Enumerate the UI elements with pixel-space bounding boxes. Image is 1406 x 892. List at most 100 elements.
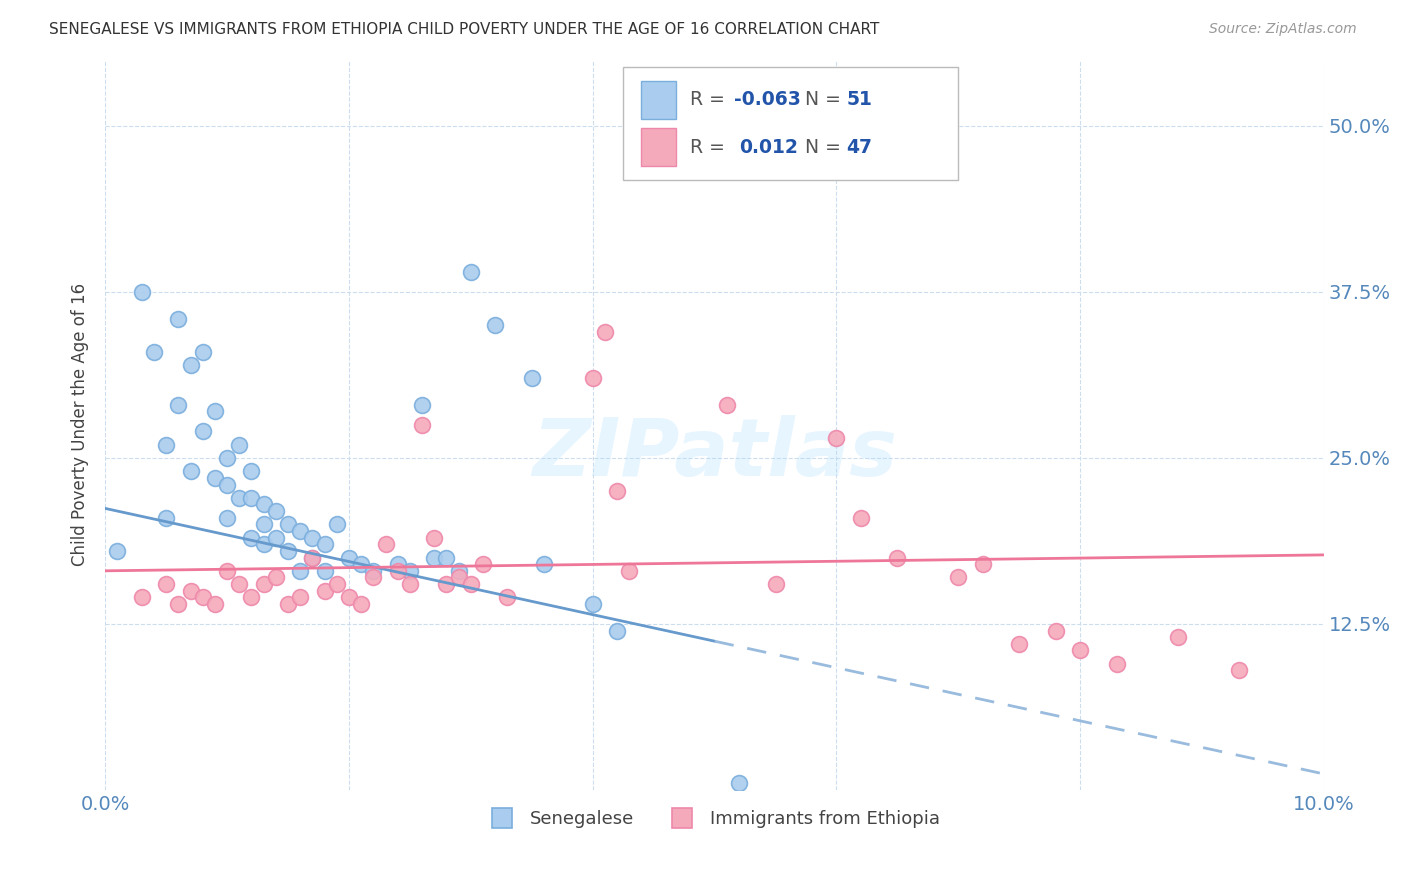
Point	[350, 597, 373, 611]
Point	[167, 398, 190, 412]
Point	[240, 464, 263, 478]
Text: Source: ZipAtlas.com: Source: ZipAtlas.com	[1209, 22, 1357, 37]
Point	[337, 550, 360, 565]
Point	[411, 398, 433, 412]
Point	[131, 285, 153, 299]
Text: 51: 51	[846, 90, 872, 109]
Point	[484, 318, 506, 333]
Text: -0.063: -0.063	[734, 90, 801, 109]
Point	[436, 577, 458, 591]
Point	[423, 550, 446, 565]
Point	[155, 438, 177, 452]
Point	[972, 557, 994, 571]
Point	[387, 564, 409, 578]
Point	[582, 597, 605, 611]
Point	[363, 564, 385, 578]
Point	[363, 570, 385, 584]
FancyBboxPatch shape	[641, 81, 676, 119]
Point	[460, 577, 482, 591]
Point	[411, 417, 433, 432]
Point	[606, 624, 628, 638]
Point	[228, 491, 250, 505]
Point	[301, 550, 323, 565]
Point	[496, 591, 519, 605]
Point	[228, 438, 250, 452]
Point	[619, 564, 641, 578]
Text: R =: R =	[690, 90, 731, 109]
Point	[277, 597, 299, 611]
Point	[290, 591, 312, 605]
Point	[105, 544, 128, 558]
Point	[825, 431, 848, 445]
Point	[1069, 643, 1091, 657]
Point	[253, 498, 276, 512]
Point	[606, 484, 628, 499]
Point	[765, 577, 787, 591]
Point	[253, 537, 276, 551]
Point	[143, 344, 166, 359]
Point	[374, 537, 396, 551]
Point	[582, 371, 605, 385]
Point	[593, 325, 616, 339]
Point	[240, 531, 263, 545]
Point	[277, 544, 299, 558]
Text: SENEGALESE VS IMMIGRANTS FROM ETHIOPIA CHILD POVERTY UNDER THE AGE OF 16 CORRELA: SENEGALESE VS IMMIGRANTS FROM ETHIOPIA C…	[49, 22, 880, 37]
Text: ZIPatlas: ZIPatlas	[531, 415, 897, 493]
Point	[728, 776, 751, 790]
Point	[1008, 637, 1031, 651]
Point	[1045, 624, 1067, 638]
Point	[716, 398, 738, 412]
Point	[155, 577, 177, 591]
Point	[399, 577, 422, 591]
Point	[204, 597, 226, 611]
Point	[520, 371, 543, 385]
Point	[277, 517, 299, 532]
Point	[204, 404, 226, 418]
Point	[301, 550, 323, 565]
Point	[180, 358, 202, 372]
Point	[253, 577, 276, 591]
Point	[167, 597, 190, 611]
Point	[314, 583, 336, 598]
Text: 0.012: 0.012	[740, 137, 797, 157]
Text: 47: 47	[846, 137, 872, 157]
Point	[167, 311, 190, 326]
Point	[290, 524, 312, 538]
Point	[337, 591, 360, 605]
Point	[472, 557, 495, 571]
Point	[191, 591, 214, 605]
Point	[423, 531, 446, 545]
Point	[264, 570, 287, 584]
Point	[155, 510, 177, 524]
Point	[387, 557, 409, 571]
Point	[240, 591, 263, 605]
Point	[264, 531, 287, 545]
Point	[533, 557, 555, 571]
Point	[131, 591, 153, 605]
Point	[886, 550, 908, 565]
Point	[191, 344, 214, 359]
Point	[849, 510, 872, 524]
Point	[204, 471, 226, 485]
Point	[314, 537, 336, 551]
Point	[290, 564, 312, 578]
Point	[460, 265, 482, 279]
FancyBboxPatch shape	[641, 128, 676, 166]
Text: N =: N =	[804, 137, 846, 157]
Point	[350, 557, 373, 571]
Point	[1167, 630, 1189, 644]
Legend: Senegalese, Immigrants from Ethiopia: Senegalese, Immigrants from Ethiopia	[482, 803, 946, 836]
Y-axis label: Child Poverty Under the Age of 16: Child Poverty Under the Age of 16	[72, 283, 89, 566]
Point	[264, 504, 287, 518]
Point	[180, 583, 202, 598]
Point	[447, 570, 470, 584]
Point	[217, 450, 239, 465]
Point	[1105, 657, 1128, 671]
Text: N =: N =	[804, 90, 846, 109]
Point	[301, 531, 323, 545]
Point	[399, 564, 422, 578]
Point	[326, 577, 349, 591]
Point	[314, 564, 336, 578]
Point	[703, 159, 725, 173]
Point	[948, 570, 970, 584]
